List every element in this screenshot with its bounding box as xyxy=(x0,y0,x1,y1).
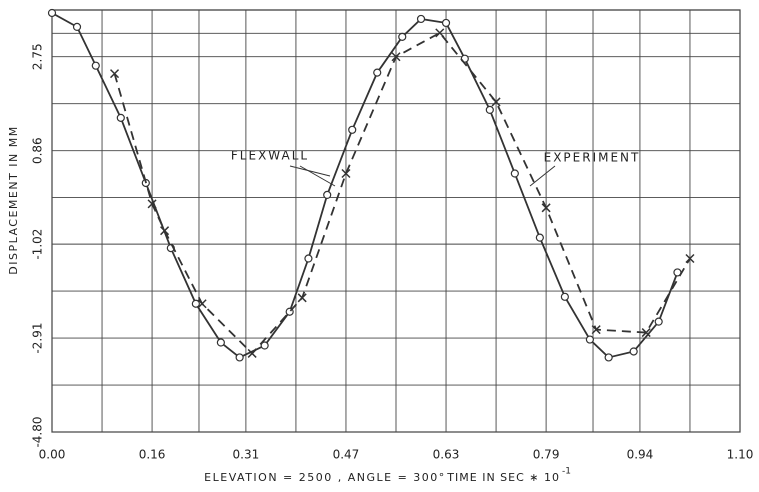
marker xyxy=(235,353,244,362)
x-tick-label: 0.16 xyxy=(139,448,166,462)
leader-line xyxy=(529,165,556,187)
marker xyxy=(541,203,551,213)
marker xyxy=(197,299,207,309)
x-tick-label: 0.47 xyxy=(333,448,360,462)
marker xyxy=(304,254,313,263)
x-tick-label: 0.63 xyxy=(433,448,460,462)
marker xyxy=(441,18,451,28)
x-tick-label: 0.00 xyxy=(39,448,66,462)
leader-line xyxy=(289,165,331,177)
x-tick-label: 1.10 xyxy=(727,448,754,462)
marker xyxy=(216,338,225,347)
marker xyxy=(591,325,601,335)
marker xyxy=(604,353,613,362)
marker xyxy=(373,68,382,77)
leader-line xyxy=(299,165,336,187)
marker xyxy=(398,32,407,41)
x-axis-note: ELEVATION = 2500 , ANGLE = 300° xyxy=(204,471,446,484)
x-tick-label: 0.79 xyxy=(533,448,560,462)
marker xyxy=(391,52,401,62)
marker xyxy=(348,125,357,134)
y-axis-label: DISPLACEMENT IN MM xyxy=(7,125,20,275)
marker xyxy=(47,8,57,18)
series-line xyxy=(113,31,691,355)
marker xyxy=(341,169,351,179)
marker xyxy=(510,169,519,178)
marker xyxy=(323,190,332,200)
y-tick-label: 0.86 xyxy=(31,137,45,164)
series-line xyxy=(51,12,679,359)
marker xyxy=(629,347,638,356)
marker xyxy=(72,22,82,31)
y-tick-label: -2.91 xyxy=(31,323,45,354)
y-tick-label: -4.80 xyxy=(31,416,45,447)
x-axis-label-exponent: -1 xyxy=(562,467,571,477)
y-tick-label: 2.75 xyxy=(31,43,45,70)
marker xyxy=(297,293,307,303)
marker xyxy=(416,14,426,24)
x-axis-label: TIME IN SEC ∗ 10 xyxy=(446,471,560,484)
marker xyxy=(247,348,257,358)
marker xyxy=(641,328,651,338)
marker xyxy=(91,61,100,70)
marker xyxy=(535,233,544,242)
marker xyxy=(260,341,269,350)
marker xyxy=(435,28,445,38)
marker xyxy=(116,113,125,122)
x-tick-label: 0.94 xyxy=(627,448,654,462)
annotation: EXPERIMENT xyxy=(544,151,641,165)
marker xyxy=(685,253,695,264)
marker xyxy=(110,69,120,79)
marker xyxy=(147,199,157,209)
marker xyxy=(485,105,494,115)
marker xyxy=(491,97,501,107)
marker xyxy=(560,292,569,301)
marker xyxy=(191,299,200,308)
marker xyxy=(160,226,170,236)
marker xyxy=(585,335,594,344)
x-tick-label: 0.31 xyxy=(233,448,260,462)
y-tick-label: -1.02 xyxy=(31,229,45,260)
annotation: FLEXWALL xyxy=(231,149,309,163)
marker xyxy=(654,317,663,326)
